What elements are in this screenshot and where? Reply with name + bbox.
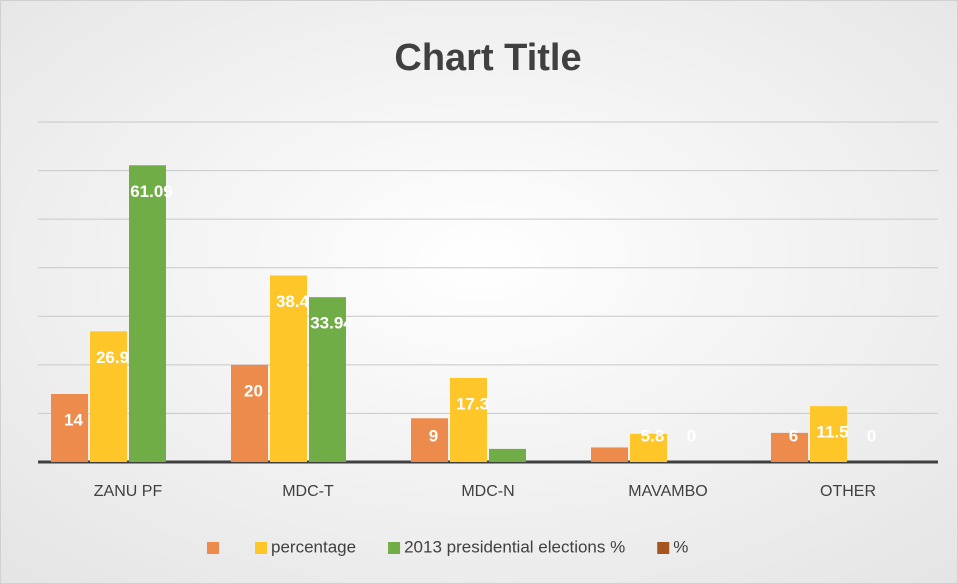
data-label: 0 bbox=[687, 426, 696, 445]
bar bbox=[309, 297, 346, 462]
legend-label: % bbox=[673, 537, 688, 556]
x-tick-label: MDC-T bbox=[282, 483, 334, 500]
data-label: 0 bbox=[867, 426, 876, 445]
data-label: 38.4 bbox=[276, 292, 310, 311]
data-label: 14 bbox=[64, 410, 83, 429]
bar bbox=[411, 418, 448, 462]
bar bbox=[270, 275, 307, 462]
legend-label: 2013 presidential elections % bbox=[404, 537, 625, 556]
data-label: 6 bbox=[789, 426, 798, 445]
bar bbox=[90, 331, 127, 462]
bar bbox=[231, 364, 268, 462]
bar bbox=[129, 165, 166, 462]
x-tick-label: OTHER bbox=[820, 483, 876, 500]
data-label: 9 bbox=[429, 426, 438, 445]
chart-title: Chart Title bbox=[394, 37, 581, 79]
x-tick-label: ZANU PF bbox=[94, 483, 163, 500]
bar bbox=[450, 377, 487, 462]
data-label: 20 bbox=[244, 381, 263, 400]
legend-swatch bbox=[388, 542, 401, 554]
bar bbox=[591, 447, 628, 462]
data-label: 33.94 bbox=[310, 314, 353, 333]
legend-swatch bbox=[207, 542, 219, 554]
bar bbox=[810, 406, 847, 462]
data-label: 26.9 bbox=[96, 348, 129, 367]
bar bbox=[771, 432, 808, 462]
legend-swatch bbox=[657, 542, 670, 554]
x-tick-label: MAVAMBO bbox=[628, 483, 707, 500]
bar bbox=[630, 433, 667, 462]
x-tick-label: MDC-N bbox=[461, 483, 514, 500]
data-label: 5.8 bbox=[641, 426, 665, 445]
legend-swatch bbox=[255, 542, 267, 554]
data-label: 11.5 bbox=[816, 423, 848, 442]
bar bbox=[51, 394, 88, 462]
data-label: 61.09 bbox=[130, 182, 173, 201]
bar bbox=[489, 448, 526, 462]
data-label: 17.3 bbox=[456, 394, 489, 413]
legend-label: percentage bbox=[271, 537, 356, 556]
